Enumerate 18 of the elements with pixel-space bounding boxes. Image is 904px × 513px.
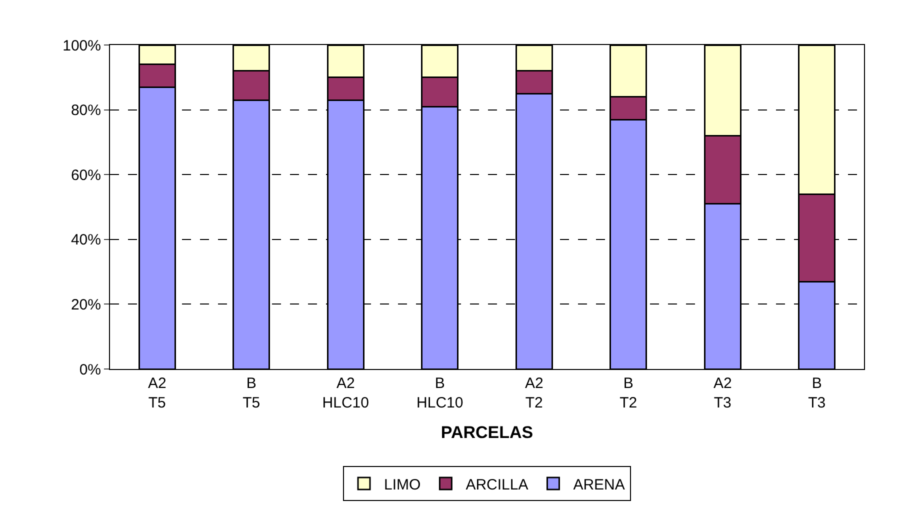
x-tick-label: B HLC10 — [416, 375, 464, 412]
y-tick-label: 60% — [70, 166, 101, 184]
x-tick-label: B T5 — [242, 375, 260, 412]
y-tick-label: 100% — [62, 37, 101, 54]
legend-label: ARENA — [573, 476, 625, 494]
x-tick-label: B T3 — [808, 375, 826, 412]
y-tick-label: 80% — [70, 102, 101, 120]
x-tick-label: A2 T3 — [713, 375, 732, 412]
x-tick-label: A2 HLC10 — [322, 375, 369, 412]
legend-label: LIMO — [384, 476, 421, 494]
x-tick-label: B T2 — [620, 375, 638, 412]
y-tick-label: 0% — [79, 361, 101, 378]
x-tick-label: A2 T5 — [148, 375, 166, 412]
x-tick-label: A2 T2 — [524, 375, 544, 412]
x-axis-title: PARCELAS — [440, 422, 534, 442]
legend-label: ARCILLA — [466, 476, 528, 494]
y-tick-label: 40% — [70, 232, 101, 249]
y-tick-label: 20% — [70, 296, 101, 314]
